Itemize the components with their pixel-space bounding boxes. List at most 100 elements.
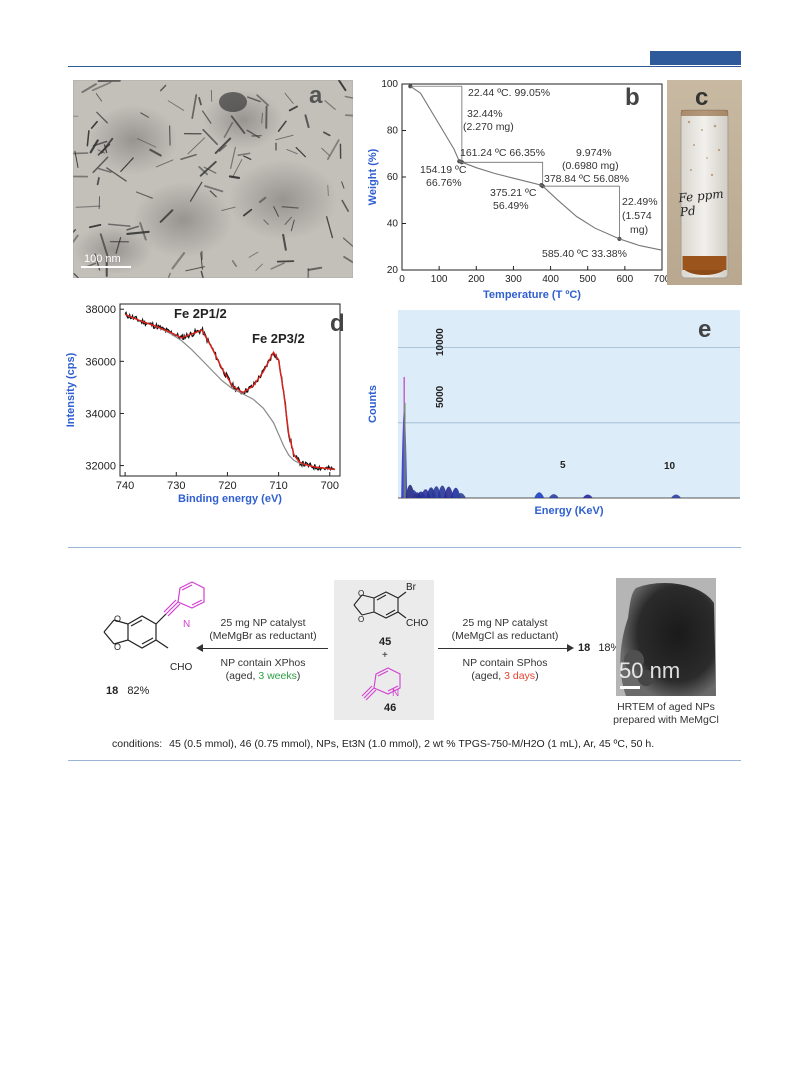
product-left-number: 18 xyxy=(106,685,119,697)
nanorod xyxy=(120,157,134,172)
hrtem-scale-bar xyxy=(620,686,640,689)
nanorod xyxy=(284,92,294,104)
hrtem-caption-1: HRTEM of aged NPs xyxy=(617,701,715,713)
nanorod xyxy=(230,146,236,169)
tga-annotation-t5-temp: 375.21 ºC xyxy=(490,187,537,199)
xps-frame xyxy=(119,303,341,477)
nanorod xyxy=(191,94,198,119)
tga-annotation-t1: 22.44 ºC. 99.05% xyxy=(468,87,551,99)
nanorod xyxy=(286,149,298,155)
nanorod xyxy=(171,252,186,270)
nanorod xyxy=(139,222,147,241)
nanorod xyxy=(221,206,236,211)
tga-x-tick-label: 300 xyxy=(505,274,522,285)
tga-y-axis-label: Weight (%) xyxy=(367,148,379,205)
eds-label-10: 10 xyxy=(664,461,676,472)
nanorod xyxy=(304,114,310,129)
panel-d-letter: d xyxy=(330,310,345,337)
product-right-number: 18 xyxy=(578,642,591,654)
left-cond-aged-pre: (aged, xyxy=(225,670,259,682)
reaction-scheme: O O N CHO 18 82% 25 mg NP catalyst (MeMg… xyxy=(68,560,741,760)
nanorod xyxy=(167,100,185,111)
nanorod xyxy=(307,266,323,271)
scale-bar-label: 100 nm xyxy=(84,253,121,265)
tga-annotation-loss3-mg1: (1.574 xyxy=(622,210,652,222)
nanorod xyxy=(290,219,295,232)
nanorod xyxy=(288,105,298,112)
right-arrow xyxy=(438,648,568,649)
eds-plot-area xyxy=(398,310,740,498)
nanorod xyxy=(136,138,157,148)
right-cond-line2: (MeMgCl as reductant) xyxy=(451,630,559,642)
eds-peak xyxy=(455,492,466,498)
nanorod xyxy=(100,137,114,154)
tga-annotation-loss2-pct: 9.974% xyxy=(576,147,612,159)
hrtem-micrograph xyxy=(616,578,716,696)
nanorod xyxy=(237,152,251,157)
nanorod xyxy=(326,216,334,239)
reactant-br: Br xyxy=(406,582,416,593)
reactant-cho: CHO xyxy=(406,618,429,629)
eds-x-axis-label: Energy (KeV) xyxy=(534,505,603,517)
nanorod xyxy=(323,131,331,137)
tga-x-tick-label: 500 xyxy=(579,274,596,285)
tga-y-tick-label: 80 xyxy=(387,126,399,137)
hrtem-scale-label: 50 nm xyxy=(619,658,681,683)
eds-label-5: 5 xyxy=(560,460,566,471)
nanorod xyxy=(135,191,153,199)
left-cond-line2: (MeMgBr as reductant) xyxy=(209,630,317,642)
header-accent-bar xyxy=(650,51,741,65)
atom-o-top: O xyxy=(114,614,121,624)
panel-e-letter: e xyxy=(698,316,712,343)
nanorod xyxy=(159,84,167,92)
tga-annotation-loss3-pct: 22.49% xyxy=(622,196,658,208)
tga-y-tick-label: 100 xyxy=(381,79,398,90)
tga-x-axis-label: Temperature (T ºC) xyxy=(483,289,581,301)
right-arrow-head xyxy=(567,644,574,652)
hrtem-image: 50 nm xyxy=(616,578,716,696)
nanorod xyxy=(180,153,197,161)
nanorod xyxy=(275,134,294,141)
nanorod xyxy=(189,181,203,202)
tga-annotation-t2: 161.24 ºC 66.35% xyxy=(460,147,545,159)
nanorod xyxy=(126,230,150,235)
tga-y-tick-label: 60 xyxy=(387,172,399,183)
nanorod xyxy=(96,111,108,124)
nanorod xyxy=(243,155,252,161)
xps-y-tick-label: 36000 xyxy=(85,356,116,368)
xps-x-tick-label: 740 xyxy=(116,480,134,492)
product-right-yield: 18% xyxy=(598,642,621,654)
left-arrow-head xyxy=(196,644,203,652)
left-cond-line1: 25 mg NP catalyst xyxy=(220,617,306,629)
nanorod xyxy=(248,251,259,258)
nanorod xyxy=(202,128,218,146)
nanorod xyxy=(96,177,100,186)
nanorod xyxy=(107,223,131,227)
product-left-n-atom: N xyxy=(183,619,191,630)
reactant-n: N xyxy=(392,688,400,699)
scale-bar xyxy=(81,266,131,268)
eds-label-5000: 5000 xyxy=(435,385,446,408)
xps-peak-label-1-text: Fe 2P1/2 xyxy=(174,306,227,321)
xps-y-tick-label: 34000 xyxy=(85,408,116,420)
nanorod xyxy=(228,175,241,179)
tga-annotation-loss2-mg: (0.6980 mg) xyxy=(562,160,619,172)
nanorod xyxy=(92,140,108,147)
nanorod xyxy=(273,206,279,217)
nanorod xyxy=(258,196,267,204)
nanorod xyxy=(277,120,287,132)
nanorod xyxy=(149,148,162,157)
xps-peak-label-2-text: Fe 2P3/2 xyxy=(252,331,305,346)
nanorod xyxy=(203,166,217,174)
conditions-text: 45 (0.5 mmol), 46 (0.75 mmol), NPs, Et3N… xyxy=(169,738,655,750)
panel-b-tga-chart: 0 100 200 300 400 500 600 700 20 40 60 80 100 Tempera… xyxy=(362,78,672,306)
xps-peak-label-2: Fe 2P3/2 xyxy=(252,331,305,346)
nanorod xyxy=(223,121,234,138)
nanorod xyxy=(230,115,246,134)
nanorod xyxy=(155,159,174,168)
nanorod xyxy=(327,139,340,160)
panel-b-letter: b xyxy=(625,84,640,111)
right-cond-aged-post: ) xyxy=(535,670,539,682)
xps-peak-label-1: Fe 2P1/2 xyxy=(174,306,227,321)
nanorod xyxy=(321,147,330,156)
